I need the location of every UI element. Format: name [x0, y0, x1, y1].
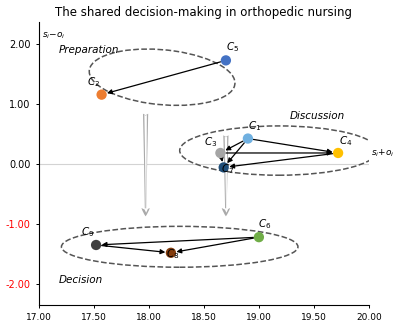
- Text: $s_i$$+$$o_i$: $s_i$$+$$o_i$: [371, 148, 394, 159]
- Text: $s_i$$-$$o_i$: $s_i$$-$$o_i$: [42, 30, 66, 41]
- Text: $C_{4}$: $C_{4}$: [339, 134, 352, 148]
- Text: $C_{8}$: $C_{8}$: [166, 247, 180, 261]
- Text: $C_{3}$: $C_{3}$: [204, 135, 217, 149]
- Text: Decision: Decision: [59, 275, 103, 285]
- Point: [245, 136, 251, 141]
- Point: [335, 150, 341, 155]
- Text: Discussion: Discussion: [290, 111, 345, 121]
- Text: $C_{7}$: $C_{7}$: [222, 162, 235, 176]
- Text: $C_{1}$: $C_{1}$: [248, 119, 261, 133]
- Title: The shared decision-making in orthopedic nursing: The shared decision-making in orthopedic…: [55, 6, 352, 19]
- Point: [93, 242, 99, 248]
- Text: Preparation: Preparation: [59, 45, 119, 55]
- Text: $C_{5}$: $C_{5}$: [226, 41, 239, 54]
- Point: [98, 92, 105, 97]
- Point: [223, 58, 229, 63]
- Point: [168, 250, 174, 256]
- Point: [217, 150, 224, 155]
- Point: [256, 235, 262, 240]
- Point: [220, 165, 227, 170]
- Text: $C_{2}$: $C_{2}$: [87, 75, 100, 89]
- Text: $C_{6}$: $C_{6}$: [258, 217, 271, 231]
- Text: $C_{9}$: $C_{9}$: [81, 225, 94, 239]
